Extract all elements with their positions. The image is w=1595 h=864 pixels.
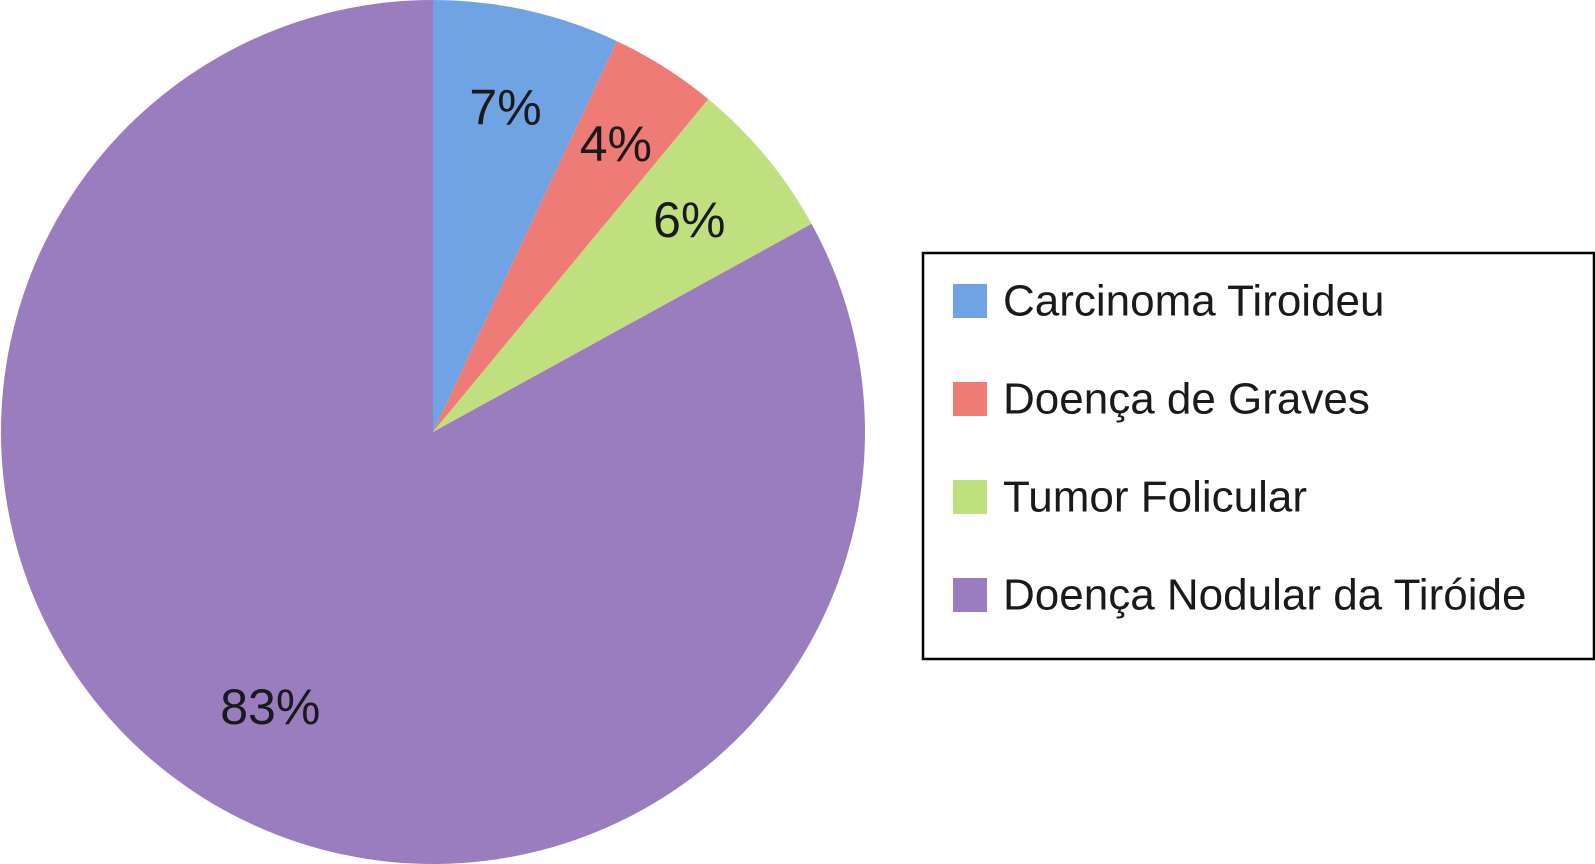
legend-items: Carcinoma Tiroideu Doença de Graves Tumor …: [953, 277, 1526, 620]
slice-value-label-2: 4%: [580, 116, 652, 172]
legend-label-1: Carcinoma Tiroideu: [1003, 277, 1385, 326]
legend-swatch-2: [953, 382, 987, 416]
slice-value-label-1: 7%: [469, 79, 541, 135]
pie-slices: [0, 0, 866, 864]
legend-swatch-1: [953, 284, 987, 318]
pie-slice-2: [433, 41, 709, 432]
legend: Carcinoma Tiroideu Doença de Graves Tumor …: [921, 251, 1595, 661]
pie-slice-1: [433, 0, 617, 432]
legend-label-4: Doença Nodular da Tiróide: [1003, 571, 1526, 620]
legend-swatch-3: [953, 480, 987, 514]
slice-value-label-3: 6%: [653, 192, 725, 248]
legend-label-3: Tumor Folicular: [1003, 473, 1307, 522]
legend-frame: [921, 251, 1595, 661]
pie-slice-3: [433, 99, 812, 433]
slice-value-label-4: 83%: [220, 679, 320, 735]
pie-slice-4: [0, 0, 866, 864]
pie-value-labels: 7% 4%6% 83%: [220, 79, 725, 735]
legend-label-2: Doença de Graves: [1003, 375, 1370, 424]
legend-swatch-4: [953, 578, 987, 612]
